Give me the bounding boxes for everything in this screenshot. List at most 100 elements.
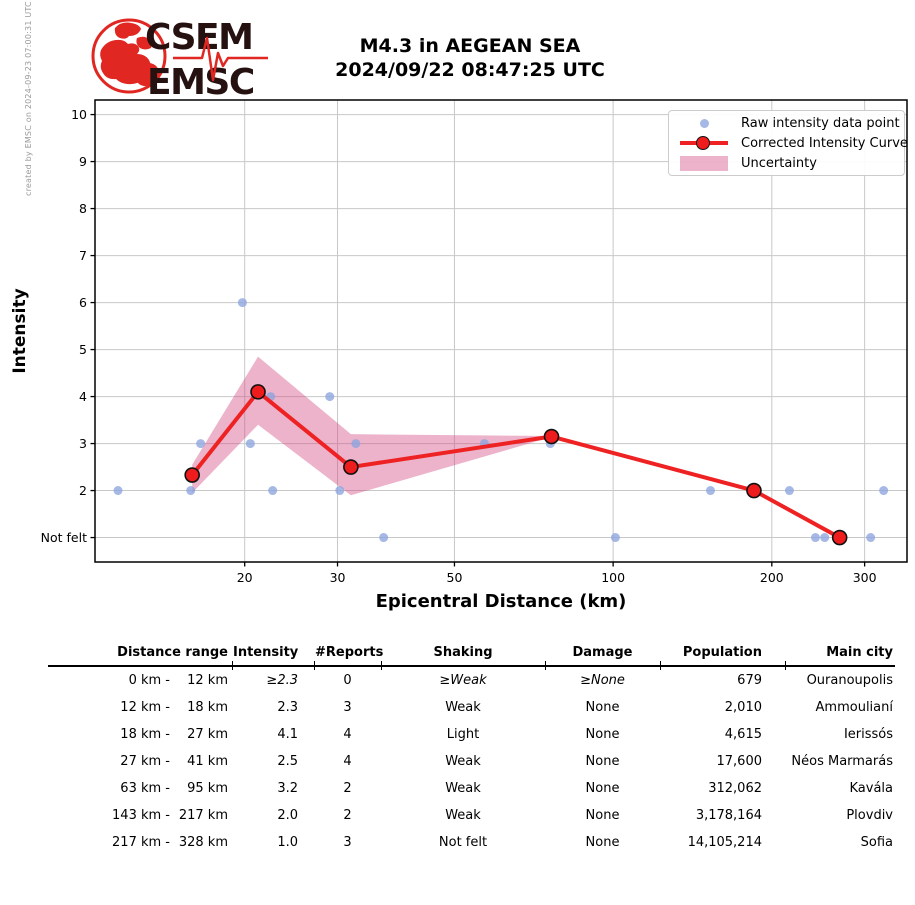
- y-tick-label: 8: [79, 201, 87, 216]
- cell-damage: None: [585, 727, 620, 742]
- legend-label: Raw intensity data point: [741, 115, 900, 131]
- cell-distance-range: 12 km -18 km: [120, 700, 228, 715]
- table-row: 63 km -95 km 3.2 2 Weak None 312,062 Kavála: [48, 775, 895, 802]
- y-tick-label: 3: [79, 436, 87, 451]
- cell-damage: ≥None: [580, 673, 625, 688]
- raw-point: [186, 486, 196, 496]
- y-axis-label: Intensity: [10, 288, 30, 373]
- cell-main-city: Sofia: [860, 835, 893, 850]
- corrected-curve-marker: [184, 467, 200, 483]
- corrected-intensity-curve: [184, 384, 848, 546]
- y-tick-label: 4: [79, 389, 87, 404]
- cell-population: 2,010: [724, 700, 762, 715]
- cell-damage: None: [585, 754, 620, 769]
- cell-damage: None: [585, 700, 620, 715]
- plot-border: [94, 99, 908, 563]
- cell-population: 4,615: [724, 727, 762, 742]
- column-header-population: Population: [660, 639, 786, 670]
- raw-point: [610, 533, 620, 543]
- legend-item-uncertainty: Uncertainty: [675, 153, 898, 173]
- raw-point: [820, 533, 830, 543]
- table-row: 0 km -12 km ≥2.3 0 ≥Weak ≥None 679 Ouranoupoli…: [48, 666, 895, 694]
- y-tick-label: 2: [79, 483, 87, 498]
- raw-point: [379, 533, 389, 543]
- raw-point: [196, 439, 206, 449]
- column-header-shaking: Shaking: [381, 639, 546, 670]
- raw-point: [784, 486, 794, 496]
- uncertainty-band: [192, 356, 552, 496]
- chart-legend: Raw intensity data point Corrected Inten…: [668, 110, 908, 176]
- table-row: 143 km -217 km 2.0 2 Weak None 3,178,164 Plovd…: [48, 802, 895, 829]
- cell-distance-range: 63 km -95 km: [120, 781, 228, 796]
- chart-gridlines: [95, 100, 907, 562]
- cell-shaking: ≥Weak: [439, 673, 487, 688]
- event-title: M4.3 in AEGEAN SEA: [359, 35, 581, 57]
- y-tick-label: 7: [79, 248, 87, 263]
- table-row: 12 km -18 km 2.3 3 Weak None 2,010 Ammoulianí: [48, 694, 895, 721]
- x-tick-label: 30: [330, 570, 346, 585]
- cell-reports: 2: [343, 781, 352, 796]
- raw-point: [866, 533, 876, 543]
- raw-point: [237, 298, 247, 308]
- cell-intensity: 1.0: [277, 835, 298, 850]
- y-tick-label: 10: [71, 107, 87, 122]
- raw-point: [268, 486, 278, 496]
- seismogram-trace-icon: [173, 36, 268, 82]
- curve-marker-icon: [675, 135, 733, 151]
- corrected-curve-marker: [343, 459, 359, 475]
- y-tick-label: 5: [79, 342, 87, 357]
- raw-point-icon: [675, 118, 733, 128]
- cell-intensity: 2.5: [277, 754, 298, 769]
- cell-main-city: Ammoulianí: [815, 700, 893, 715]
- cell-distance-range: 27 km -41 km: [120, 754, 228, 769]
- cell-population: 679: [737, 673, 762, 688]
- cell-shaking: Light: [446, 727, 480, 742]
- x-tick-label: 20: [237, 570, 253, 585]
- emsc-logo: CSEM EMSC: [91, 17, 268, 103]
- cell-main-city: Ouranoupolis: [806, 673, 893, 688]
- raw-point: [325, 392, 335, 402]
- raw-point: [810, 533, 820, 543]
- event-datetime: 2024/09/22 08:47:25 UTC: [335, 59, 605, 81]
- y-tick-label: Not felt: [41, 530, 87, 545]
- raw-point: [705, 486, 715, 496]
- cell-main-city: Kavála: [849, 781, 893, 796]
- corrected-curve-marker: [831, 529, 848, 546]
- cell-population: 14,105,214: [687, 835, 762, 850]
- column-header-distance-range: Distance range: [48, 639, 233, 670]
- cell-damage: None: [585, 835, 620, 850]
- uncertainty-band-polygon: [192, 356, 552, 496]
- cell-shaking: Weak: [445, 781, 481, 796]
- x-tick-label: 200: [760, 570, 784, 585]
- uncertainty-band-icon: [675, 155, 733, 171]
- cell-intensity: 2.0: [277, 808, 298, 823]
- cell-reports: 3: [343, 700, 352, 715]
- raw-point: [879, 486, 889, 496]
- cell-main-city: Ierissós: [843, 727, 893, 742]
- cell-distance-range: 143 km -217 km: [112, 808, 228, 823]
- cell-population: 312,062: [708, 781, 762, 796]
- cell-population: 3,178,164: [695, 808, 762, 823]
- chart-axes: [90, 99, 908, 567]
- cell-distance-range: 0 km -12 km: [128, 673, 228, 688]
- corrected-curve-marker: [543, 428, 560, 445]
- cell-intensity: 2.3: [277, 700, 298, 715]
- cell-damage: None: [585, 808, 620, 823]
- cell-shaking: Not felt: [438, 835, 488, 850]
- column-header-main-city: Main city: [785, 639, 895, 667]
- cell-main-city: Néos Marmarás: [791, 754, 893, 769]
- raw-point: [335, 486, 345, 496]
- logo-text-emsc: EMSC: [147, 62, 254, 103]
- column-header-damage: Damage: [545, 639, 661, 670]
- cell-intensity: ≥2.3: [266, 673, 298, 688]
- logo-text-csem: CSEM: [145, 17, 252, 58]
- legend-label: Uncertainty: [741, 155, 817, 171]
- table-header-row: Distance range Intensity #Reports Shaking Da…: [48, 639, 895, 670]
- raw-point: [351, 439, 361, 449]
- page-title: M4.3 in AEGEAN SEA 2024/09/22 08:47:25 U…: [335, 34, 605, 82]
- x-axis-label: Epicentral Distance (km): [376, 591, 627, 612]
- cell-shaking: Weak: [445, 808, 481, 823]
- x-tick-label: 300: [853, 570, 877, 585]
- cell-shaking: Weak: [445, 700, 481, 715]
- corrected-curve-marker: [250, 384, 266, 400]
